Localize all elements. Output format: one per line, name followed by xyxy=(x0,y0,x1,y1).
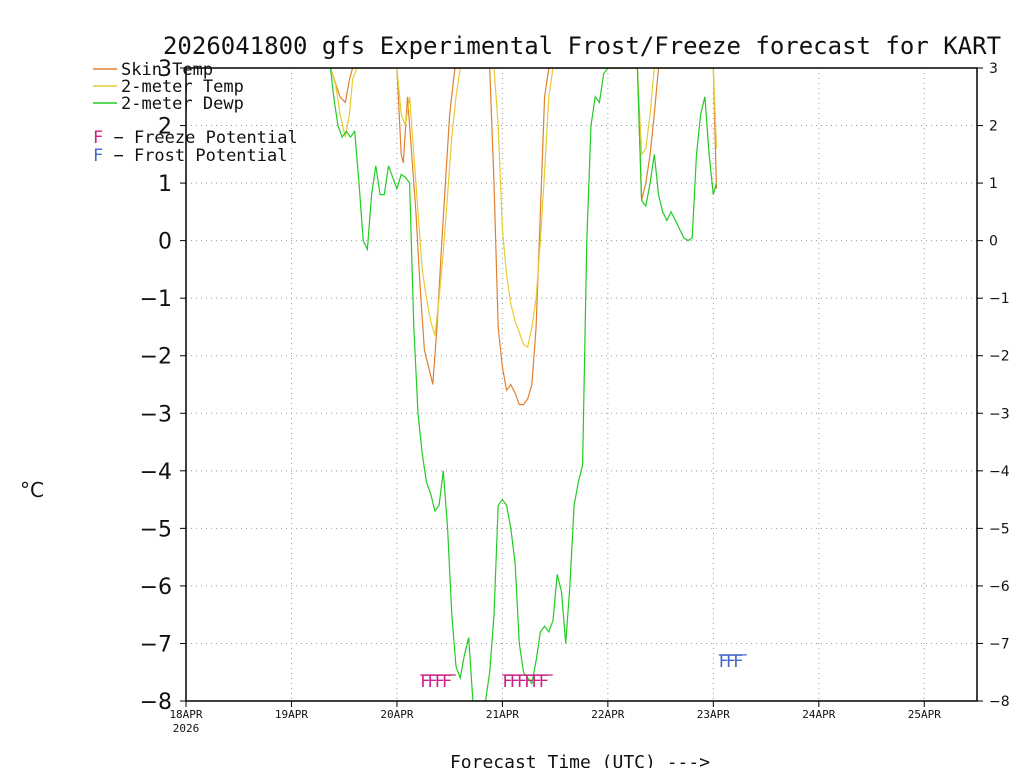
y-tick-label-left: 0 xyxy=(158,230,172,255)
x-tick-label: 25APR xyxy=(908,708,941,721)
chart-title: 2026041800 gfs Experimental Frost/Freeze… xyxy=(163,32,1001,60)
y-tick-label-left: 1 xyxy=(158,172,172,197)
y-tick-label-left: −4 xyxy=(140,460,172,485)
y-tick-label-left: −3 xyxy=(140,402,172,427)
y-axis-label: °C xyxy=(20,478,44,502)
y-tick-label-right: −2 xyxy=(989,349,1010,365)
y-tick-label-left: −8 xyxy=(140,690,172,715)
legend-label: 2-meter Dewp xyxy=(121,94,244,114)
y-tick-label-left: −2 xyxy=(140,345,172,370)
x-tick-label: 23APR xyxy=(697,708,730,721)
legend-label: Skin Temp xyxy=(121,60,213,80)
series-line-2-meter-temp xyxy=(329,68,718,349)
legend-marker-label: F − Freeze Potential xyxy=(93,128,298,148)
y-tick-label-left: −6 xyxy=(140,575,172,600)
y-tick-label-left: 2 xyxy=(158,115,172,140)
x-axis-label: Forecast Time (UTC) ---> xyxy=(450,752,710,768)
axis-ticks: −8 −8 −7 −7 −6 −6 −5 −5 −4 −4 −3 −3 −2 −2 −1 −1 0 0 1 1 2 2 3 3… xyxy=(140,57,1010,735)
x-tick-label: 24APR xyxy=(802,708,835,721)
y-tick-label-right: −1 xyxy=(989,291,1010,307)
y-tick-label-left: −1 xyxy=(140,287,172,312)
plot-frame xyxy=(185,67,978,702)
freeze-potential-marker: FFFFFF xyxy=(502,672,548,692)
y-tick-label-right: 1 xyxy=(989,176,998,192)
x-tick-label: 22APR xyxy=(591,708,624,721)
y-tick-label-left: 3 xyxy=(158,57,172,82)
plot-border xyxy=(185,67,978,702)
y-tick-label-right: 0 xyxy=(989,234,998,250)
y-tick-label-right: −8 xyxy=(989,694,1010,710)
x-tick-label: 20APR xyxy=(380,708,413,721)
x-tick-label: 19APR xyxy=(275,708,308,721)
y-tick-label-right: 2 xyxy=(989,119,998,135)
legend-marker-label: F − Frost Potential xyxy=(93,146,287,166)
series-line-skin-temp xyxy=(329,68,718,406)
y-tick-label-right: −4 xyxy=(989,464,1010,480)
y-tick-label-right: −5 xyxy=(989,521,1010,537)
y-tick-label-right: 3 xyxy=(989,61,998,77)
x-tick-label: 18APR xyxy=(169,708,202,721)
y-tick-label-left: −7 xyxy=(140,632,172,657)
series-line-2-meter-dewp xyxy=(329,68,718,701)
x-year-label: 2026 xyxy=(173,722,200,735)
frost-potential-marker: FFF xyxy=(719,652,743,672)
freeze-potential-marker: FFFF xyxy=(420,672,452,692)
series-lines xyxy=(329,68,718,701)
legend-label: 2-meter Temp xyxy=(121,77,244,97)
y-tick-label-right: −3 xyxy=(989,406,1010,422)
grid-lines xyxy=(186,68,977,701)
y-tick-label-left: −5 xyxy=(140,517,172,542)
y-tick-label-right: −7 xyxy=(989,636,1010,652)
y-tick-label-right: −6 xyxy=(989,579,1010,595)
x-tick-label: 21APR xyxy=(486,708,519,721)
